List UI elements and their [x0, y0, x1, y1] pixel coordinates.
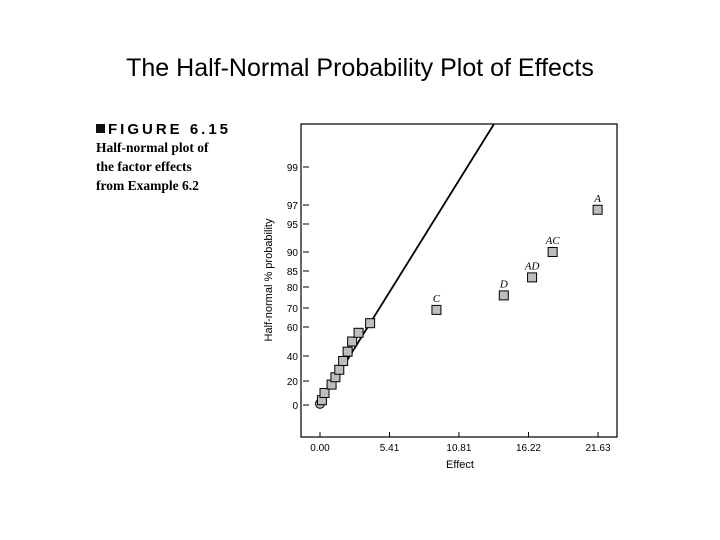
- data-point: [319, 388, 330, 398]
- caption-line: from Example 6.2: [96, 178, 199, 193]
- y-tick-label: 40: [287, 352, 299, 363]
- point-label: C: [433, 293, 441, 305]
- slide-title: The Half-Normal Probability Plot of Effe…: [126, 54, 594, 82]
- data-point: [527, 272, 538, 283]
- data-point: [431, 304, 442, 315]
- point-label: A: [593, 193, 601, 205]
- y-tick-label: 95: [287, 220, 299, 231]
- caption-line: Half-normal plot of: [96, 140, 209, 155]
- y-axis-title: Half-normal % probability: [263, 218, 275, 341]
- data-point: [353, 327, 364, 338]
- data-point: [338, 356, 349, 366]
- figure-bullet-icon: [96, 124, 105, 133]
- point-label: AD: [524, 260, 540, 272]
- plot-frame: [300, 123, 618, 438]
- point-label: D: [499, 278, 508, 290]
- point-label: AC: [545, 235, 561, 247]
- y-tick-label: 80: [287, 283, 299, 294]
- figure-label-row: FIGURE 6.15: [96, 121, 266, 138]
- figure-caption: FIGURE 6.15 Half-normal plot of the fact…: [96, 121, 266, 195]
- x-tick-label: 10.81: [446, 443, 471, 454]
- data-point: [342, 346, 353, 357]
- data-point: [547, 247, 558, 257]
- data-point: [498, 290, 509, 301]
- x-tick-label: 0.00: [310, 443, 330, 454]
- x-tick-label: 21.63: [585, 443, 610, 454]
- y-tick-label: 97: [287, 201, 299, 212]
- y-tick-label: 85: [287, 267, 299, 278]
- data-point: [365, 318, 376, 329]
- data-point: [347, 336, 358, 347]
- fit-line: [319, 123, 495, 405]
- y-tick-label: 0: [292, 401, 298, 412]
- data-point: [592, 204, 603, 215]
- figure-label: FIGURE 6.15: [108, 121, 232, 138]
- x-tick-label: 5.41: [380, 443, 400, 454]
- caption-line: the factor effects: [96, 159, 192, 174]
- y-tick-label: 90: [287, 248, 299, 259]
- x-axis-title: Effect: [446, 459, 474, 471]
- y-tick-label: 20: [287, 377, 299, 388]
- data-point: [334, 364, 345, 375]
- y-tick-label: 99: [287, 163, 299, 174]
- x-tick-label: 16.22: [516, 443, 541, 454]
- y-tick-label: 60: [287, 323, 299, 334]
- y-tick-label: 70: [287, 304, 299, 315]
